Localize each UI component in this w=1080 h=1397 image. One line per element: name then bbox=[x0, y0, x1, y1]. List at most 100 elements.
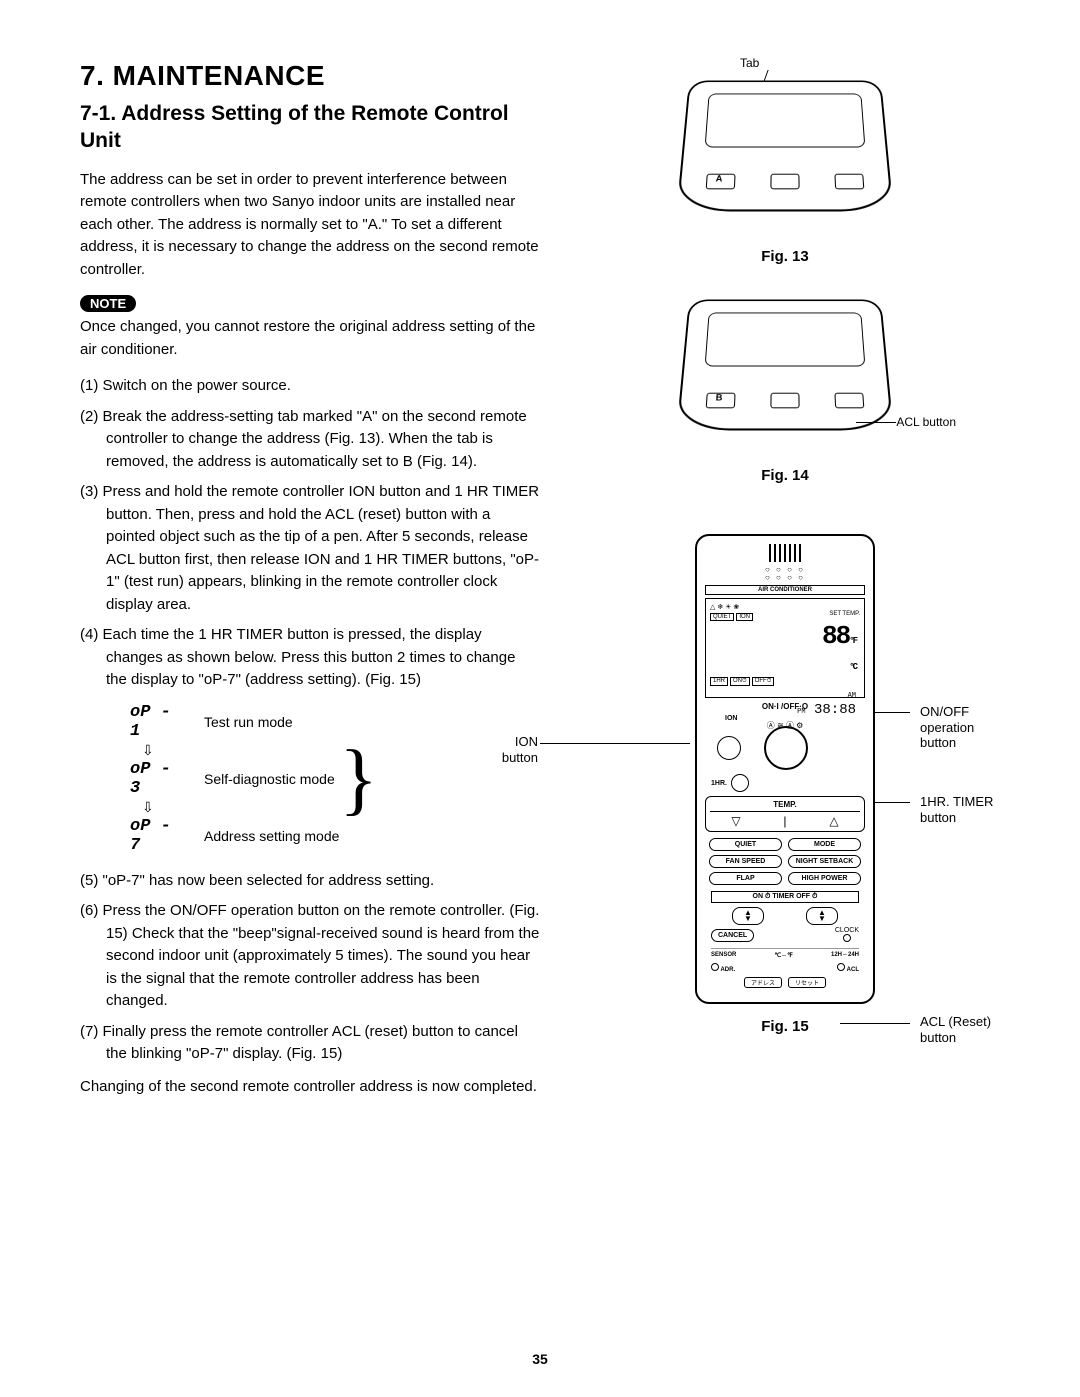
step-6: (6) Press the ON/OFF operation button on… bbox=[80, 900, 540, 1013]
step-1: (1) Switch on the power source. bbox=[80, 375, 540, 398]
tab-blank bbox=[834, 174, 864, 190]
micro-buttons-2: ADR. ACL bbox=[711, 963, 859, 973]
subsection-heading: 7-1. Address Setting of the Remote Contr… bbox=[80, 100, 540, 155]
tab-blank bbox=[770, 393, 799, 409]
onehr-row: 1HR. bbox=[711, 774, 865, 792]
figure-13: Tab A bbox=[670, 70, 900, 240]
temp-value: 88°F°C bbox=[710, 623, 856, 675]
button-row: B bbox=[706, 393, 865, 409]
fanspeed-button[interactable]: FAN SPEED bbox=[709, 855, 782, 868]
two-column-layout: 7. MAINTENANCE 7-1. Address Setting of t… bbox=[80, 60, 1020, 1112]
arrow-down-icon: ⇩ bbox=[142, 742, 339, 759]
mode-button[interactable]: MODE bbox=[788, 838, 861, 851]
procedure-list: (1) Switch on the power source. (2) Brea… bbox=[80, 375, 540, 692]
sensor-label: SENSOR bbox=[711, 952, 736, 959]
note-text: Once changed, you cannot restore the ori… bbox=[80, 316, 540, 361]
callout-acl: ACL (Reset) button bbox=[920, 1014, 1010, 1045]
bottom-labels: アドレス リセット bbox=[705, 977, 865, 988]
callout-onehr: 1HR. TIMER button bbox=[920, 794, 1010, 825]
figure-14: B ACL button bbox=[670, 289, 900, 459]
text-column: 7. MAINTENANCE 7-1. Address Setting of t… bbox=[80, 60, 540, 1112]
lcd-tags: QUIETION bbox=[710, 613, 753, 621]
onoff-button[interactable] bbox=[764, 726, 808, 770]
procedure-list-cont: (5) "oP-7" has now been selected for add… bbox=[80, 870, 540, 1066]
temp-down-button[interactable]: ▽ bbox=[731, 814, 740, 828]
inner-panel bbox=[705, 94, 866, 148]
lcd-tags-2: 1HRON⏱OFF⏱ bbox=[710, 677, 860, 686]
quiet-button[interactable]: QUIET bbox=[709, 838, 782, 851]
note-block: NOTE Once changed, you cannot restore th… bbox=[80, 295, 540, 361]
button-row: A bbox=[706, 174, 865, 190]
lcd-display: △ ❄ ☀ ❀ QUIETION SET TEMP. 88°F°C 1HRON⏱… bbox=[705, 598, 865, 698]
tab-blank bbox=[834, 393, 864, 409]
ir-emitter-icon bbox=[705, 544, 865, 564]
figure-15: ○ ○ ○ ○○ ○ ○ ○ AIR CONDITIONER △ ❄ ☀ ❀ Q… bbox=[695, 534, 875, 1004]
step-7: (7) Finally press the remote controller … bbox=[80, 1021, 540, 1066]
cancel-clock-row: CANCEL CLOCK bbox=[711, 927, 859, 944]
page-number: 35 bbox=[0, 1351, 1080, 1367]
callout-onoff: ON/OFF operation button bbox=[920, 704, 1010, 751]
step-2: (2) Break the address-setting tab marked… bbox=[80, 406, 540, 474]
indicator-dots: ○ ○ ○ ○○ ○ ○ ○ bbox=[705, 566, 865, 582]
lcd-icons: △ ❄ ☀ ❀ bbox=[710, 603, 860, 611]
timer-adjust: ▲▼ ▲▼ bbox=[711, 907, 859, 925]
micro-buttons: SENSOR ℃⇔℉ 12H⇔24H bbox=[711, 948, 859, 959]
mode-row-1: oP - 1 Test run mode bbox=[130, 703, 339, 741]
remote-top-view-a: A bbox=[676, 80, 893, 211]
mode-list: oP - 1 Test run mode ⇩ oP - 3 Self-diagn… bbox=[130, 702, 339, 856]
mode-code-1: oP - 1 bbox=[130, 703, 190, 741]
subsection-title-text: Address Setting of the Remote Control Un… bbox=[80, 102, 509, 152]
onehr-button[interactable] bbox=[731, 774, 749, 792]
manual-page: 7. MAINTENANCE 7-1. Address Setting of t… bbox=[0, 0, 1080, 1397]
arrow-down-icon: ⇩ bbox=[142, 799, 339, 816]
remote-front: ○ ○ ○ ○○ ○ ○ ○ AIR CONDITIONER △ ❄ ☀ ❀ Q… bbox=[695, 534, 875, 1004]
fig14-caption: Fig. 14 bbox=[570, 467, 1000, 484]
step-3: (3) Press and hold the remote controller… bbox=[80, 481, 540, 616]
remote-top-view-b: B bbox=[676, 299, 893, 430]
temp-label: TEMP. bbox=[710, 800, 860, 812]
set-temp-label: SET TEMP. bbox=[829, 611, 860, 621]
clock-button[interactable] bbox=[843, 934, 851, 942]
temp-up-button[interactable]: △ bbox=[829, 814, 838, 828]
section-heading: 7. MAINTENANCE bbox=[80, 60, 540, 92]
tab-b: B bbox=[706, 393, 736, 409]
timer-label: ON ⏱ TIMER OFF ⏱ bbox=[711, 891, 859, 903]
function-buttons: QUIET MODE FAN SPEED NIGHT SETBACK FLAP … bbox=[709, 838, 861, 885]
fig13-caption: Fig. 13 bbox=[570, 248, 1000, 265]
tab-a: A bbox=[706, 174, 736, 190]
clock-label: CLOCK bbox=[835, 927, 859, 944]
acl-callout: ACL button bbox=[896, 415, 956, 429]
mode-row-2: oP - 3 Self-diagnostic mode bbox=[130, 760, 339, 798]
mode-label-2: Self-diagnostic mode bbox=[204, 771, 335, 787]
address-pill: アドレス bbox=[744, 977, 782, 988]
inner-panel bbox=[705, 313, 866, 367]
figure-column: Tab A Fig. 13 B bbox=[570, 60, 1000, 1112]
callout-line bbox=[840, 1023, 910, 1024]
section-title-text: MAINTENANCE bbox=[113, 60, 325, 91]
nightsetback-button[interactable]: NIGHT SETBACK bbox=[788, 855, 861, 868]
mode-code-2: oP - 3 bbox=[130, 760, 190, 798]
figure-15-wrapper: ION button ON/OFF operation button 1HR. … bbox=[570, 534, 1000, 1035]
adr-button[interactable] bbox=[711, 963, 719, 971]
callout-line bbox=[540, 743, 690, 744]
temp-arrows: ▽ | △ bbox=[710, 814, 860, 828]
reset-pill: リセット bbox=[788, 977, 826, 988]
timer-off-adjust[interactable]: ▲▼ bbox=[806, 907, 838, 925]
flap-button[interactable]: FLAP bbox=[709, 872, 782, 885]
mode-row-3: oP - 7 Address setting mode bbox=[130, 817, 339, 855]
acl-button[interactable] bbox=[837, 963, 845, 971]
note-badge: NOTE bbox=[80, 295, 136, 312]
closing-text: Changing of the second remote controller… bbox=[80, 1076, 540, 1099]
tab-blank bbox=[770, 174, 799, 190]
cancel-button[interactable]: CANCEL bbox=[711, 929, 754, 942]
ac-label: AIR CONDITIONER bbox=[705, 585, 865, 595]
ion-button[interactable] bbox=[717, 736, 741, 760]
timer-on-adjust[interactable]: ▲▼ bbox=[732, 907, 764, 925]
tab-callout: Tab bbox=[740, 56, 759, 70]
step-4: (4) Each time the 1 HR TIMER button is p… bbox=[80, 624, 540, 692]
mode-label-1: Test run mode bbox=[204, 714, 293, 730]
mode-code-3: oP - 7 bbox=[130, 817, 190, 855]
intro-paragraph: The address can be set in order to preve… bbox=[80, 169, 540, 282]
highpower-button[interactable]: HIGH POWER bbox=[788, 872, 861, 885]
temp-panel: TEMP. ▽ | △ bbox=[705, 796, 865, 832]
